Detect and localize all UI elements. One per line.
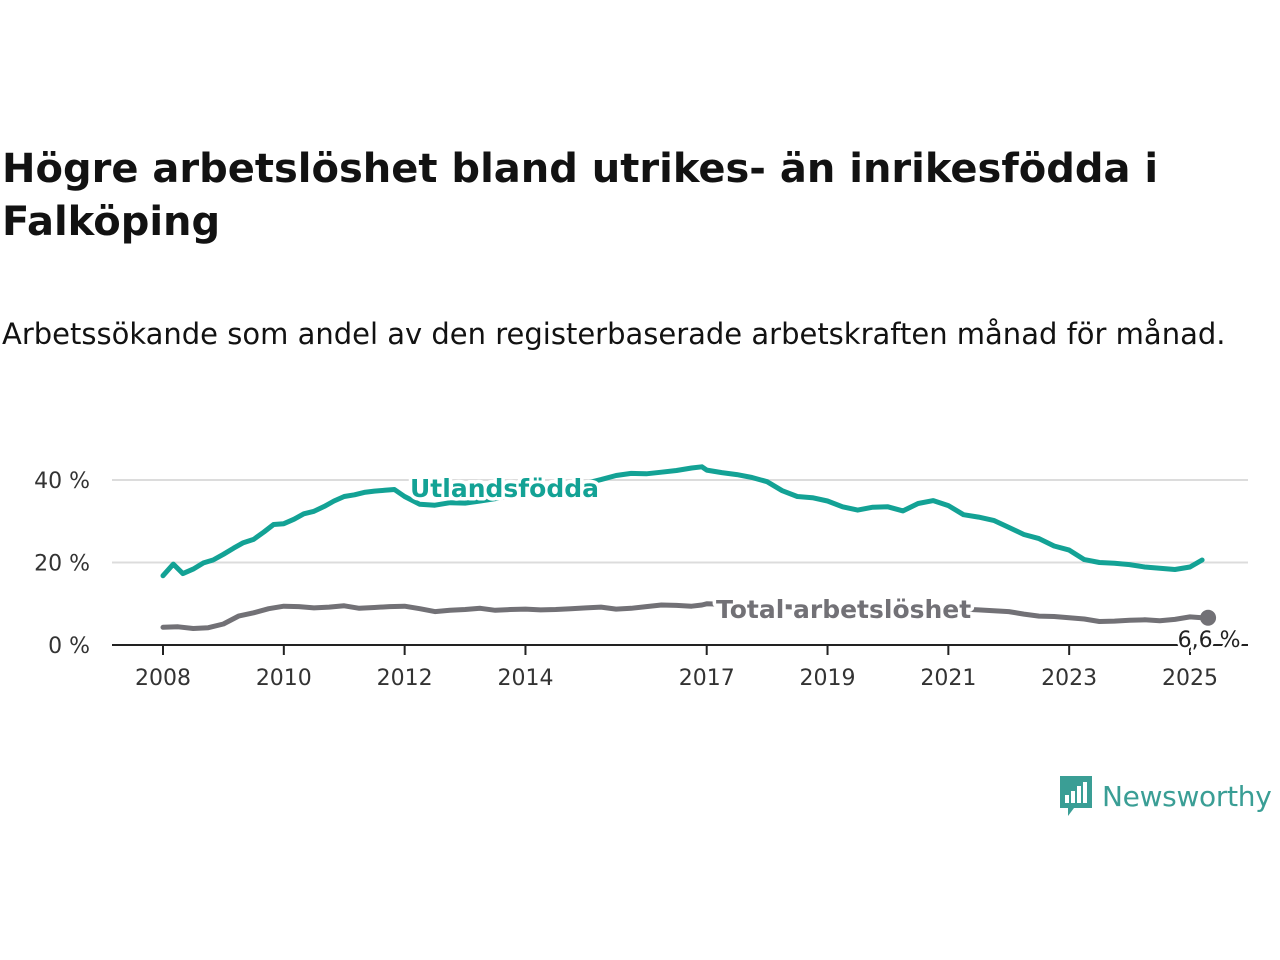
- x-tick-label: 2021: [920, 666, 976, 691]
- series-label: Total arbetslöshet: [716, 595, 971, 624]
- newsworthy-logo-icon: [1060, 776, 1092, 816]
- end-value-label: 6,6 %: [1178, 628, 1241, 653]
- x-tick-label: 2014: [497, 666, 553, 691]
- x-tick-label: 2023: [1041, 666, 1097, 691]
- series-line-utlandsfdda: [160, 464, 1205, 579]
- chart-title: Högre arbetslöshet bland utrikes- än inr…: [2, 146, 1159, 245]
- x-tick-label: 2012: [377, 666, 433, 691]
- end-point-marker: [1200, 609, 1217, 626]
- newsworthy-brand[interactable]: Newsworthy: [1058, 774, 1272, 818]
- x-tick-label: 2025: [1162, 666, 1218, 691]
- x-tick-label: 2019: [800, 666, 856, 691]
- series-line-total-arbetslshet: [160, 601, 1205, 631]
- y-tick-label: 20 %: [34, 552, 90, 577]
- series-labels: Utlandsfödda Total arbetslöshet 6,6 %: [407, 471, 1244, 656]
- x-axis-ticks: 2008 2010 2012 2014 2017 2019 2021 2023 2025: [135, 645, 1218, 691]
- x-tick-label: 2008: [135, 666, 191, 691]
- x-tick-label: 2017: [679, 666, 735, 691]
- chart-subtitle: Arbetssökande som andel av den registerb…: [2, 317, 1226, 351]
- series-label: Utlandsfödda: [410, 474, 599, 503]
- y-axis-ticks: 0 % 20 % 40 %: [34, 469, 90, 659]
- grid-lines: [112, 479, 1248, 564]
- x-tick-label: 2010: [256, 666, 312, 691]
- y-tick-label: 40 %: [34, 469, 90, 494]
- y-tick-label: 0 %: [48, 634, 90, 659]
- line-chart: 0 % 20 % 40 % 2008 2010 2012 2014 2017 2019 2021…: [34, 464, 1248, 691]
- brand-name: Newsworthy: [1102, 779, 1272, 813]
- series-layer: [160, 464, 1217, 631]
